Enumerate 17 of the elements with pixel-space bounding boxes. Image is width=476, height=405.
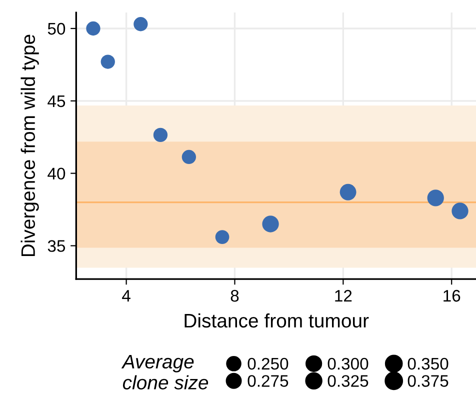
legend-label: 0.250 xyxy=(248,358,288,370)
legend-title: Average clone size xyxy=(121,354,208,390)
x-tick-label: 4 xyxy=(122,290,130,302)
y-tick-label: 45 xyxy=(48,95,66,108)
x-tick-label: 16 xyxy=(444,290,460,302)
y-axis-title: Divergence from wild type xyxy=(20,34,39,256)
x-tick-label: 12 xyxy=(335,290,352,302)
legend-label: 0.300 xyxy=(328,358,368,370)
y-tick-label: 40 xyxy=(48,168,66,180)
legend-label: 0.350 xyxy=(408,358,448,370)
legend-label: 0.375 xyxy=(408,375,448,387)
y-tick-label: 50 xyxy=(48,22,66,35)
legend-label: 0.275 xyxy=(248,375,288,387)
y-tick-label: 35 xyxy=(48,240,66,252)
legend-label: 0.325 xyxy=(328,375,368,387)
x-tick-label: 8 xyxy=(230,290,239,302)
x-axis-title: Distance from tumour xyxy=(184,313,369,328)
